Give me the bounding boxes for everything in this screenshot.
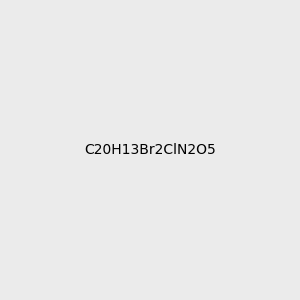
Text: C20H13Br2ClN2O5: C20H13Br2ClN2O5 [84, 143, 216, 157]
